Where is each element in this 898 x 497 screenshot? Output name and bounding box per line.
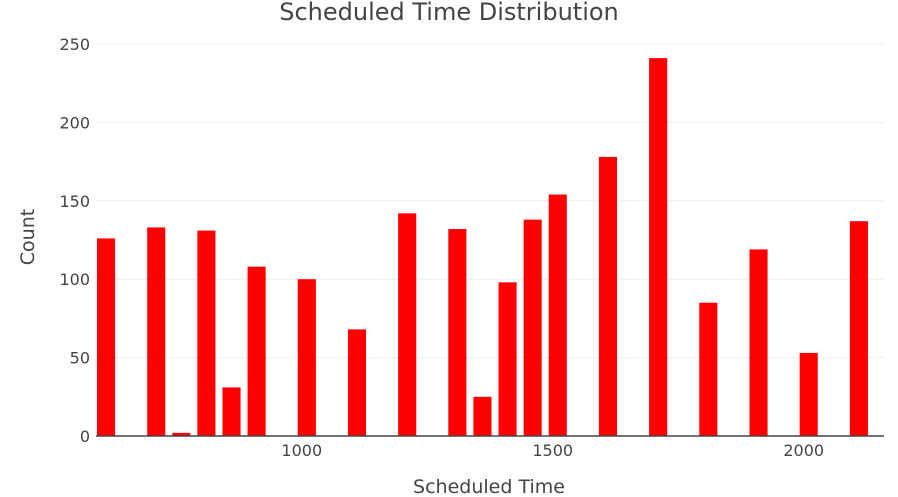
bar [448,229,467,436]
bar [247,266,266,436]
x-tick-labels: 1000 1500 2000 [281,441,824,460]
bar [799,352,818,436]
y-tick-label: 150 [59,192,90,211]
chart-title: Scheduled Time Distribution [279,0,619,26]
bar [172,432,191,436]
bar [498,282,517,436]
x-tick-label: 2000 [783,441,824,460]
bars [97,58,868,436]
y-axis-label: Count [17,209,39,265]
bar [197,230,216,436]
bar [523,219,542,436]
bar [347,329,367,436]
bar [548,194,567,436]
bar [649,58,668,436]
x-tick-label: 1500 [532,441,573,460]
bar [699,302,718,436]
y-tick-label: 100 [59,270,90,289]
bar [849,221,868,436]
bar [297,279,316,436]
bar [398,213,417,436]
bar [147,227,166,436]
x-tick-label: 1000 [281,441,322,460]
bar [473,396,492,436]
y-tick-labels: 0 50 100 150 200 250 [59,35,90,446]
bar [749,249,768,436]
y-tick-label: 50 [70,349,90,368]
bar [598,156,617,436]
y-tick-label: 0 [80,427,90,446]
x-axis-label: Scheduled Time [413,476,565,497]
y-tick-label: 250 [59,35,90,54]
y-tick-label: 200 [59,113,90,132]
bar [222,387,241,436]
bar [97,238,116,436]
